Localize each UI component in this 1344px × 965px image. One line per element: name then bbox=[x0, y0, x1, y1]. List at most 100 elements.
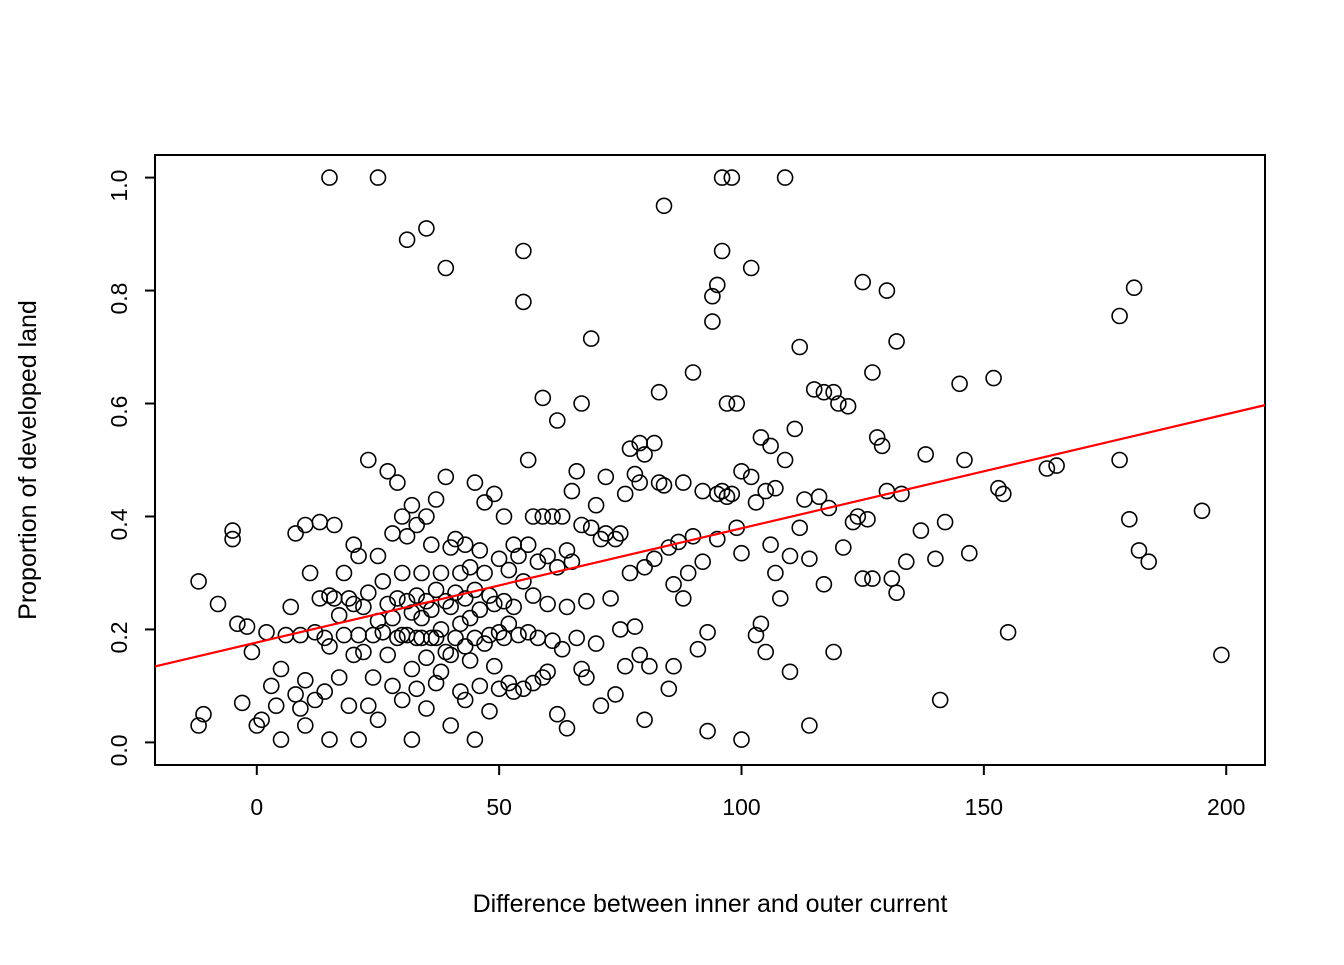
data-point bbox=[558, 598, 576, 616]
data-point bbox=[427, 674, 445, 692]
data-point bbox=[287, 686, 304, 703]
data-point bbox=[791, 519, 809, 537]
data-point bbox=[427, 629, 445, 647]
data-point bbox=[767, 479, 784, 497]
data-point bbox=[393, 508, 411, 525]
data-point bbox=[495, 508, 513, 525]
data-point bbox=[452, 615, 469, 633]
data-point bbox=[355, 598, 372, 616]
data-point bbox=[582, 330, 600, 347]
data-point bbox=[364, 669, 382, 686]
data-point bbox=[733, 462, 750, 480]
data-point bbox=[951, 375, 968, 393]
data-point bbox=[645, 550, 663, 568]
data-point bbox=[524, 587, 542, 604]
tick-label: 0.2 bbox=[106, 621, 132, 653]
data-point bbox=[311, 590, 329, 607]
data-point bbox=[393, 564, 411, 582]
data-point bbox=[316, 683, 334, 700]
data-point bbox=[510, 547, 527, 565]
data-point bbox=[229, 615, 246, 633]
data-point bbox=[369, 711, 387, 729]
data-point bbox=[432, 621, 450, 638]
data-point bbox=[626, 465, 644, 483]
data-point bbox=[592, 697, 610, 715]
data-point bbox=[345, 595, 363, 613]
data-point bbox=[873, 437, 891, 455]
data-point bbox=[573, 516, 590, 534]
data-point bbox=[999, 623, 1017, 641]
data-point bbox=[519, 623, 537, 641]
data-point bbox=[868, 429, 886, 446]
data-point bbox=[611, 525, 629, 542]
data-point bbox=[607, 530, 624, 548]
data-point bbox=[490, 623, 508, 641]
data-point bbox=[582, 519, 600, 537]
data-point bbox=[384, 677, 401, 695]
data-point bbox=[544, 632, 561, 650]
data-point bbox=[631, 646, 649, 664]
data-point bbox=[330, 606, 348, 624]
data-point bbox=[452, 564, 469, 582]
data-point bbox=[762, 536, 779, 554]
data-point bbox=[936, 513, 954, 531]
data-point bbox=[422, 536, 440, 554]
data-point bbox=[767, 564, 784, 582]
data-point bbox=[1111, 307, 1128, 325]
data-point bbox=[815, 575, 833, 593]
data-point bbox=[296, 516, 314, 534]
data-point bbox=[190, 717, 207, 734]
data-point bbox=[626, 618, 644, 635]
data-point bbox=[888, 333, 905, 350]
data-point bbox=[452, 683, 469, 700]
data-point bbox=[369, 547, 387, 565]
data-point bbox=[563, 482, 581, 500]
data-point bbox=[674, 474, 692, 491]
data-point bbox=[437, 259, 455, 277]
data-point bbox=[253, 711, 270, 729]
data-point bbox=[456, 691, 474, 709]
data-point bbox=[893, 485, 910, 503]
data-point bbox=[801, 717, 818, 734]
data-point bbox=[665, 657, 682, 675]
data-point bbox=[534, 508, 552, 525]
data-point bbox=[878, 282, 896, 299]
y-axis: 0.0 0.2 0.4 0.6 0.8 1.0 bbox=[106, 170, 155, 766]
data-point bbox=[665, 575, 682, 593]
data-point bbox=[233, 694, 251, 712]
data-point bbox=[447, 530, 464, 548]
data-point bbox=[422, 601, 440, 619]
data-point bbox=[437, 468, 455, 486]
data-point bbox=[461, 609, 479, 627]
data-point bbox=[490, 550, 508, 568]
data-point bbox=[418, 508, 435, 525]
data-point bbox=[422, 629, 440, 647]
data-point bbox=[476, 494, 493, 511]
data-point bbox=[379, 462, 397, 480]
data-point bbox=[379, 646, 397, 664]
x-axis: 0 50 100 150 200 bbox=[250, 765, 1245, 820]
data-point bbox=[510, 626, 527, 644]
data-point bbox=[505, 683, 523, 700]
data-point bbox=[834, 539, 852, 556]
data-point bbox=[335, 564, 353, 582]
data-point bbox=[340, 697, 358, 715]
data-point bbox=[306, 623, 324, 641]
data-point bbox=[471, 677, 489, 695]
data-point bbox=[539, 595, 556, 613]
data-point bbox=[655, 477, 673, 494]
data-point bbox=[747, 626, 765, 644]
data-point bbox=[699, 623, 716, 641]
data-point bbox=[1140, 553, 1157, 571]
data-point bbox=[568, 462, 586, 480]
data-point bbox=[418, 700, 435, 717]
data-point bbox=[713, 169, 731, 186]
data-point bbox=[495, 592, 513, 610]
data-point bbox=[994, 485, 1012, 503]
data-point bbox=[636, 558, 653, 576]
data-point bbox=[413, 609, 430, 627]
data-point bbox=[839, 397, 857, 415]
data-point bbox=[190, 573, 207, 590]
data-point bbox=[602, 590, 619, 607]
data-point bbox=[481, 587, 498, 604]
